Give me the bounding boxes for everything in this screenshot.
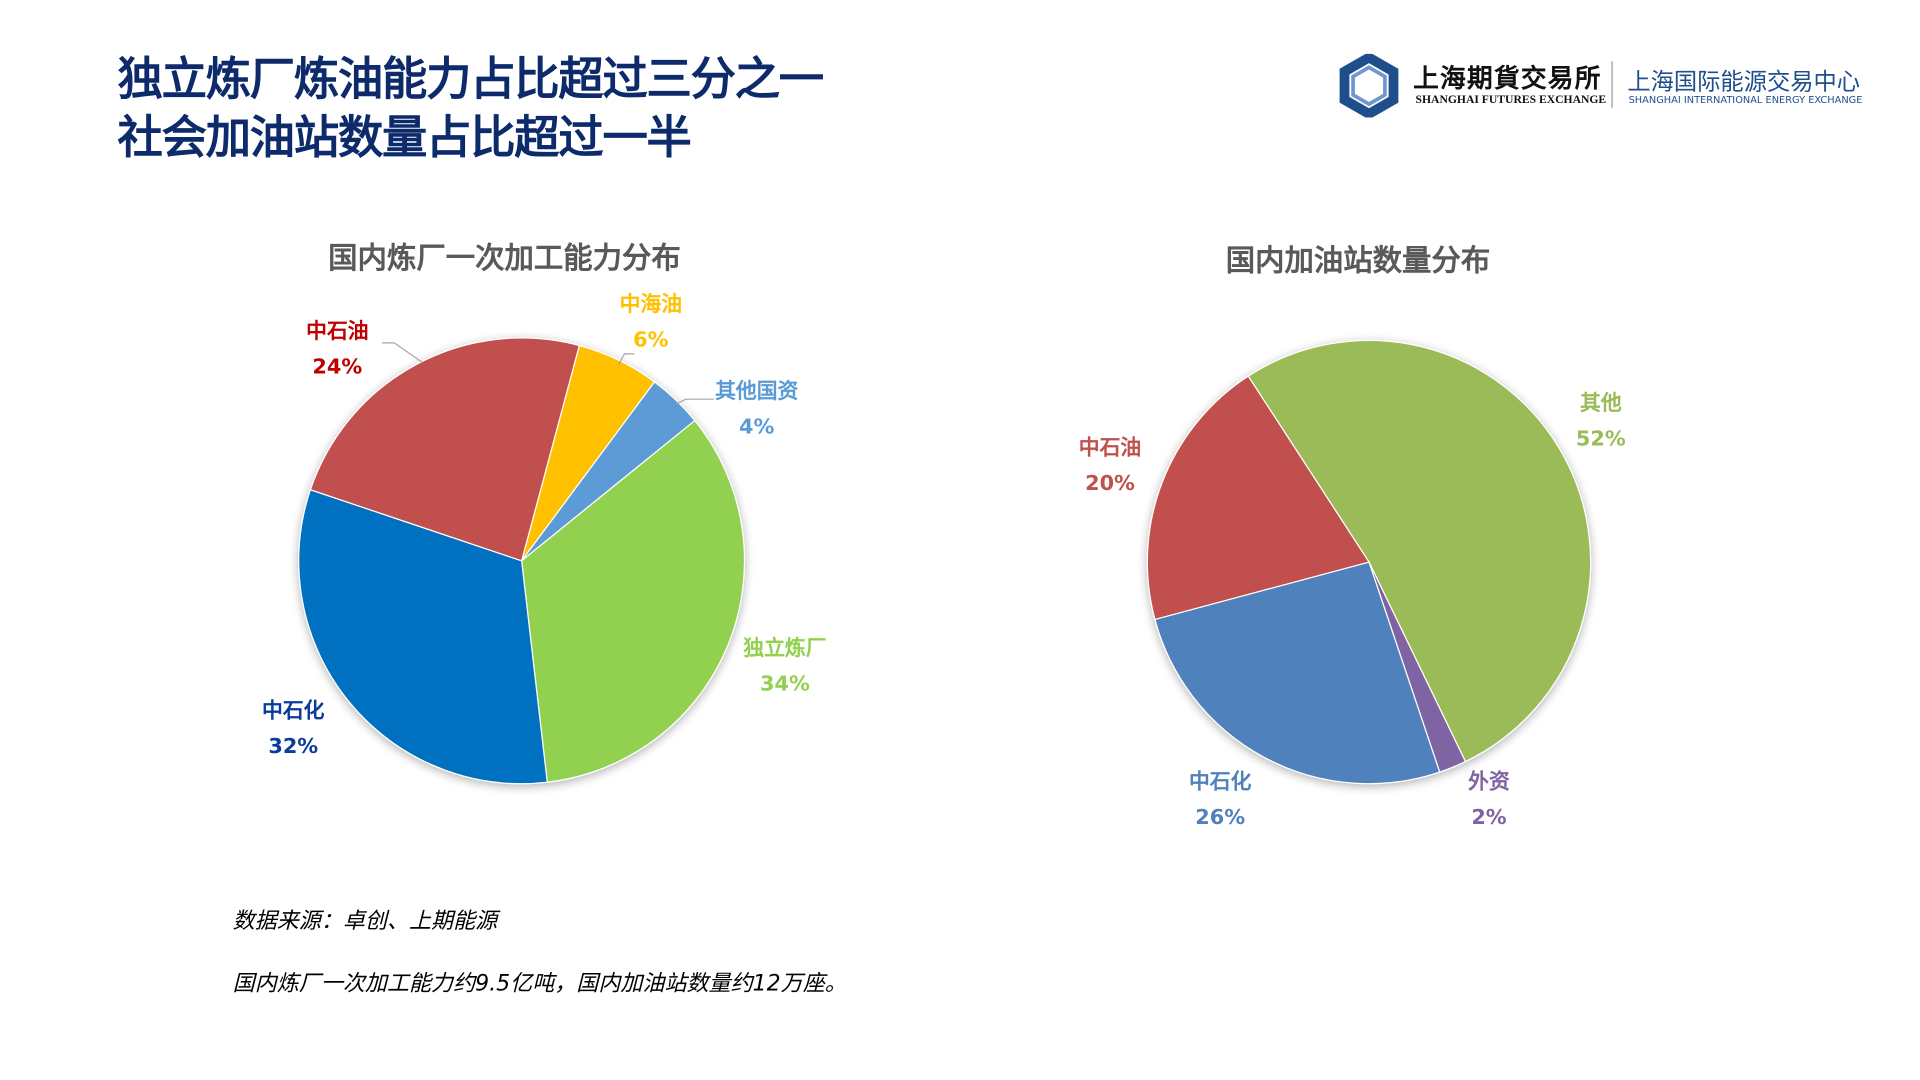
logo-divider bbox=[1611, 61, 1613, 108]
label-cnpc-stations: 中石油 20% bbox=[1078, 435, 1142, 496]
chart2-title: 国内加油站数量分布 bbox=[1225, 243, 1491, 278]
shfe-name-en: SHANGHAI FUTURES EXCHANGE bbox=[1415, 94, 1607, 107]
label-cnpc: 中石油 24% bbox=[306, 319, 369, 380]
pie-slice-中石油 bbox=[309, 337, 581, 562]
label-foreign: 外资 2% bbox=[1468, 770, 1510, 831]
ine-name-en: SHANGHAI INTERNATIONAL ENERGY EXCHANGE bbox=[1628, 94, 1863, 106]
pie-gas-stations bbox=[1146, 339, 1592, 785]
exchange-logo: 上海期貨交易所 SHANGHAI FUTURES EXCHANGE 上海国际能源… bbox=[1337, 51, 1876, 118]
label-independent: 独立炼厂 34% bbox=[743, 636, 827, 697]
summary-note: 国内炼厂一次加工能力约9.5亿吨，国内加油站数量约12万座。 bbox=[232, 971, 847, 997]
hexagon-logo-icon bbox=[1339, 53, 1399, 118]
pie-slice-其他 bbox=[1247, 339, 1592, 763]
leader-line-other-state bbox=[675, 398, 714, 405]
label-sinopec-stations: 中石化 26% bbox=[1188, 770, 1252, 831]
leader-line-cnooc bbox=[617, 353, 635, 366]
chart1-title: 国内炼厂一次加工能力分布 bbox=[328, 241, 681, 276]
label-cnooc: 中海油 6% bbox=[619, 292, 683, 353]
label-sinopec: 中石化 32% bbox=[262, 699, 325, 760]
pie-slice-中石化 bbox=[298, 488, 548, 785]
pie-refinery-capacity bbox=[298, 337, 746, 785]
data-source-note: 数据来源：卓创、上期能源 bbox=[232, 908, 498, 935]
ine-name-cn: 上海国际能源交易中心 bbox=[1627, 68, 1861, 96]
slide-title-line1: 独立炼厂炼油能力占比超过三分之一 bbox=[117, 52, 825, 106]
slide-title-line2: 社会加油站数量占比超过一半 bbox=[117, 111, 692, 165]
leader-line-cnpc bbox=[382, 342, 423, 363]
shfe-name-cn: 上海期貨交易所 bbox=[1413, 62, 1602, 94]
pie-slice-中石油 bbox=[1146, 375, 1370, 621]
label-other-state: 其他国资 4% bbox=[715, 379, 799, 440]
pie-slice-独立炼厂 bbox=[520, 419, 746, 783]
label-others: 其他 52% bbox=[1575, 391, 1626, 452]
pie-slice-中石化 bbox=[1154, 561, 1441, 785]
